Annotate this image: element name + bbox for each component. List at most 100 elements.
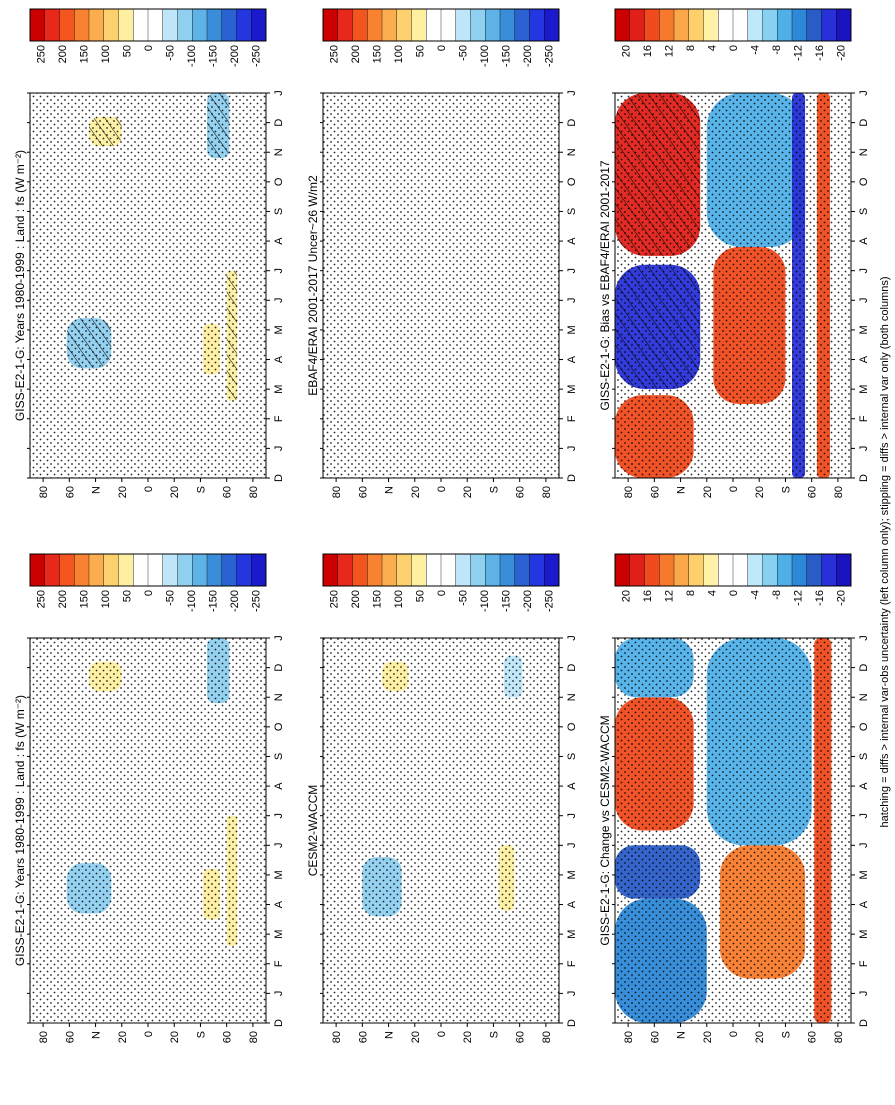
colorbar-tick-label: 250 xyxy=(329,45,341,63)
lat-tick-label: 80 xyxy=(833,486,845,498)
colorbar-swatch xyxy=(147,8,164,42)
lat-tick-label: 60 xyxy=(515,1031,527,1043)
plot-area xyxy=(323,638,559,1023)
colorbar-swatch xyxy=(44,8,61,42)
colorbar-tick-label: -16 xyxy=(814,590,826,606)
month-tick-label: F xyxy=(273,960,285,967)
month-tick-label: M xyxy=(566,930,578,939)
colorbar-tick-label: 200 xyxy=(57,45,69,63)
colorbar-swatch xyxy=(703,8,719,42)
colorbar-swatch xyxy=(396,553,413,587)
month-tick-label: N xyxy=(858,693,870,701)
colorbar-swatch xyxy=(762,553,778,587)
colorbar-swatch xyxy=(629,8,646,42)
colorbar-swatch xyxy=(821,553,837,587)
colorbar-tick-label: 50 xyxy=(415,590,427,602)
month-tick-label: J xyxy=(858,635,870,641)
colorbar-tick-label: 250 xyxy=(329,590,341,608)
colorbar-tick-label: 100 xyxy=(393,45,405,63)
colorbar-tick-label: -100 xyxy=(479,590,491,612)
month-tick-label: M xyxy=(858,325,870,334)
colorbar-swatch xyxy=(74,553,90,587)
colorbar-swatch xyxy=(103,553,120,587)
lat-tick-label: S xyxy=(488,1031,500,1038)
colorbar-tick-label: 100 xyxy=(100,590,112,608)
colorbar-tick-label: -12 xyxy=(792,45,804,61)
colorbar-tick-label: -200 xyxy=(229,590,241,612)
month-tick-label: J xyxy=(273,298,285,304)
lat-tick-label: 20 xyxy=(117,1031,129,1043)
panel-bottom-right: 80 60 N 20 0 20 S 60 80DJFMAMJJASONDJGISS-E2-1-G… xyxy=(598,553,870,1043)
month-tick-label: A xyxy=(858,782,870,790)
colorbar-swatch xyxy=(688,553,705,587)
colorbar-swatch xyxy=(381,8,398,42)
colorbar-swatch xyxy=(673,8,690,42)
colorbar-tick-label: 0 xyxy=(728,45,740,51)
lat-tick-label: 80 xyxy=(623,486,635,498)
lat-tick-label: 80 xyxy=(248,1031,260,1043)
month-tick-label: S xyxy=(566,753,578,760)
colorbar-tick-label: 12 xyxy=(664,45,676,57)
colorbar-swatch xyxy=(221,8,238,42)
colorbar-swatch xyxy=(236,553,252,587)
lat-tick-label: 60 xyxy=(64,1031,76,1043)
month-tick-label: J xyxy=(858,991,870,997)
colorbar-swatch xyxy=(251,553,267,587)
colorbar-tick-label: -200 xyxy=(522,590,534,612)
colorbar-swatch xyxy=(177,8,193,42)
colorbar-swatch xyxy=(236,8,252,42)
colorbar-tick-label: -16 xyxy=(814,45,826,61)
colorbar-tick-label: -100 xyxy=(186,590,198,612)
lat-tick-label: N xyxy=(676,1031,688,1039)
colorbar-swatch xyxy=(426,8,442,42)
colorbar-swatch xyxy=(614,553,631,587)
colorbar-tick-label: 0 xyxy=(436,45,448,51)
colorbar-tick-label: 8 xyxy=(685,590,697,596)
colorbar-tick-label: 50 xyxy=(122,590,134,602)
plot-area xyxy=(323,93,559,478)
colorbar-swatch xyxy=(544,553,560,587)
month-tick-label: J xyxy=(273,90,285,96)
month-tick-label: D xyxy=(858,664,870,672)
colorbar-swatch xyxy=(162,553,179,587)
lat-tick-label: 80 xyxy=(541,1031,553,1043)
plot-area xyxy=(30,638,266,1023)
panel-top-left: 80 60 N 20 0 20 S 60 80DJFMAMJJASONDJGISS-E2-1-G… xyxy=(13,8,285,498)
colorbar-tick-label: 150 xyxy=(79,45,91,63)
month-tick-label: F xyxy=(566,415,578,422)
figure-footnote: hatching = diffs > internal var-obs unce… xyxy=(879,276,891,827)
month-tick-label: M xyxy=(273,325,285,334)
stipple-overlay xyxy=(30,638,266,1023)
colorbar-tick-label: 50 xyxy=(122,45,134,57)
lat-tick-label: 80 xyxy=(248,486,260,498)
month-tick-label: J xyxy=(566,268,578,274)
stipple-overlay xyxy=(615,638,851,1023)
colorbar-swatch xyxy=(659,553,675,587)
month-tick-label: N xyxy=(858,148,870,156)
colorbar-swatch xyxy=(337,8,354,42)
month-tick-label: M xyxy=(273,930,285,939)
colorbar-swatch xyxy=(367,553,383,587)
colorbar-swatch xyxy=(411,8,427,42)
lat-tick-label: S xyxy=(195,1031,207,1038)
colorbar-swatch xyxy=(192,8,208,42)
lat-tick-label: 80 xyxy=(38,1031,50,1043)
colorbar-tick-label: 0 xyxy=(143,45,155,51)
month-tick-label: J xyxy=(273,635,285,641)
month-tick-label: F xyxy=(858,960,870,967)
month-tick-label: D xyxy=(273,119,285,127)
month-tick-label: M xyxy=(273,870,285,879)
colorbar-tick-label: 250 xyxy=(36,45,48,63)
month-tick-label: J xyxy=(566,991,578,997)
colorbar-swatch xyxy=(499,553,516,587)
month-tick-label: S xyxy=(858,753,870,760)
plot-area xyxy=(30,93,266,478)
colorbar-tick-label: -50 xyxy=(457,590,469,606)
month-tick-label: F xyxy=(566,960,578,967)
month-tick-label: N xyxy=(273,693,285,701)
month-tick-label: M xyxy=(566,325,578,334)
month-tick-label: F xyxy=(273,415,285,422)
panel-top-right: 80 60 N 20 0 20 S 60 80DJFMAMJJASONDJGISS-E2-1-G… xyxy=(13,553,285,1043)
colorbar-swatch xyxy=(396,8,413,42)
lat-tick-label: 20 xyxy=(410,1031,422,1043)
